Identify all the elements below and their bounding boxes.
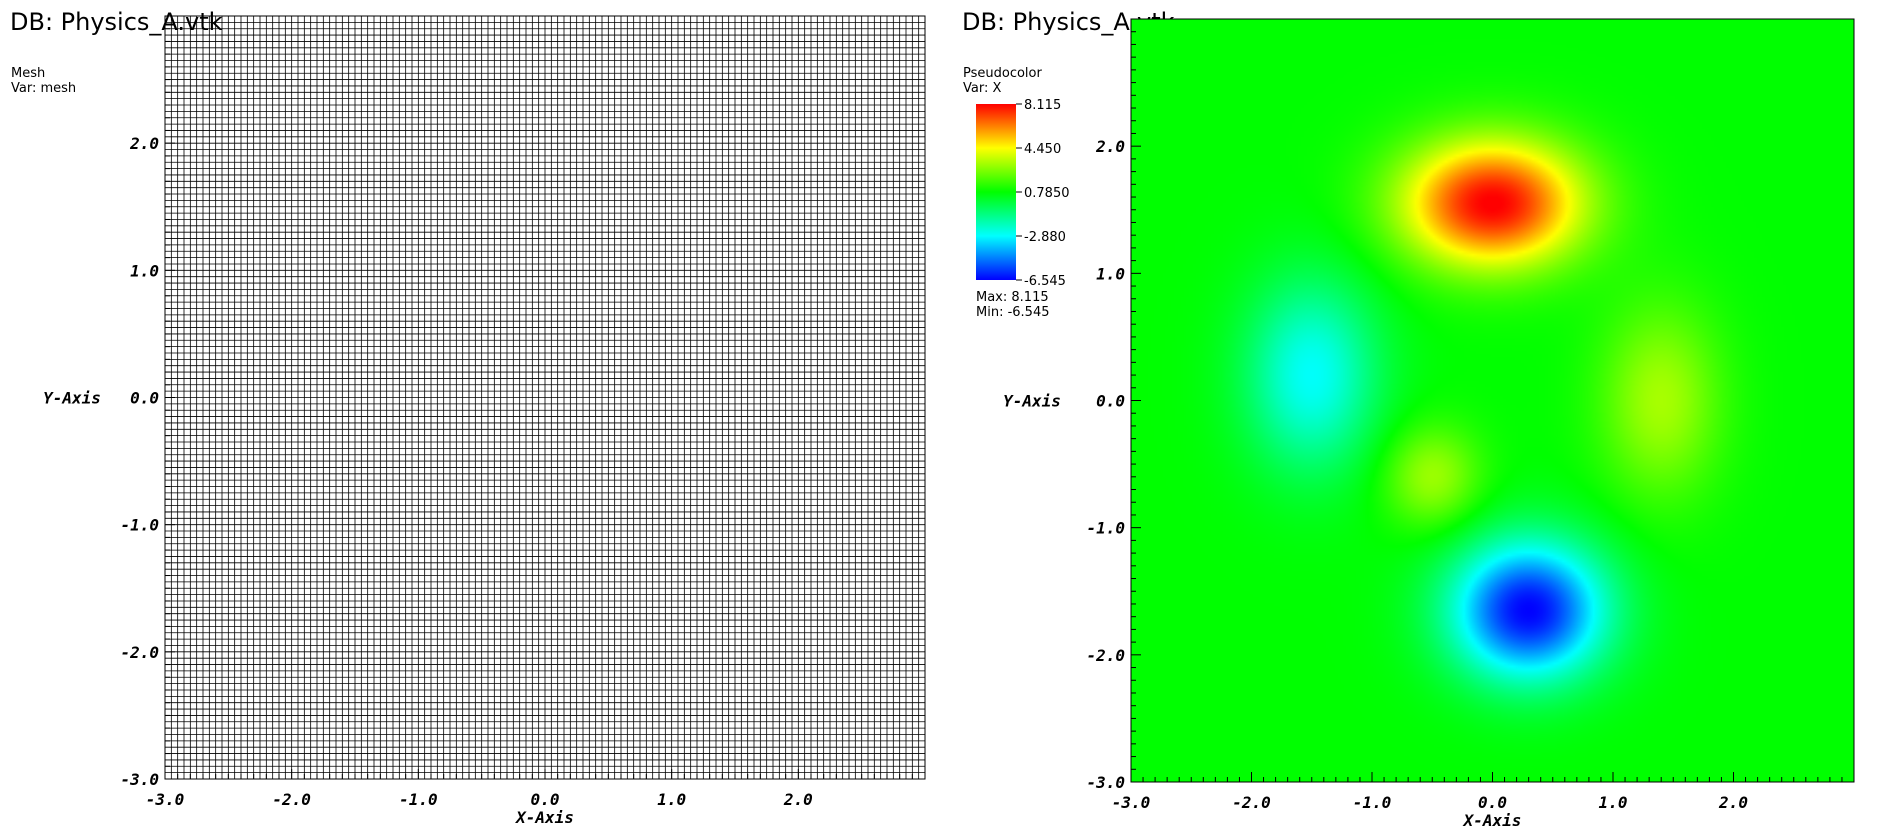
y-axis-label: Y-Axis [43, 389, 101, 408]
axis-ticks [1130, 18, 1855, 783]
y-tick-label: -3.0 [1086, 773, 1125, 792]
x-tick-label: -3.0 [146, 790, 185, 809]
pseudocolor-plot: -3.0 -2.0 -1.0 0.0 1.0 2.0 -3.0 -2.0 -1.0 0.0 1.0 2… [976, 18, 1855, 830]
variable-label: Var: X [963, 81, 1002, 96]
x-tick-label: -1.0 [1353, 793, 1392, 812]
y-tick-label: -1.0 [1086, 519, 1125, 538]
plot-info: Mesh Var: mesh [11, 66, 76, 96]
y-tick-label: 2.0 [1095, 137, 1125, 156]
legend-tick-label: 4.450 [1024, 142, 1061, 157]
x-tick-label: -3.0 [1112, 793, 1151, 812]
y-tick-label: -3.0 [120, 770, 159, 789]
x-tick-label: 0.0 [1478, 793, 1507, 812]
legend-tick-label: -6.545 [1024, 274, 1066, 289]
y-tick-label: 0.0 [1096, 392, 1125, 411]
y-tick-label: -2.0 [1086, 646, 1125, 665]
plot-type-label: Mesh [11, 66, 46, 81]
x-axis-label: X-Axis [514, 808, 574, 827]
y-tick-label: -2.0 [120, 643, 159, 662]
mesh-plot-panel: DB: Physics_A.vtk Mesh Var: mesh -3.0 -2.… [10, 8, 926, 827]
legend-ticks [1016, 103, 1022, 281]
legend-colorbar [976, 104, 1016, 280]
y-tick-label: 1.0 [1096, 264, 1125, 283]
legend-tick-label: 8.115 [1024, 98, 1061, 113]
y-axis-label: Y-Axis [1003, 392, 1061, 411]
min-value-label: Min: -6.545 [976, 305, 1050, 320]
x-tick-label: 2.0 [783, 790, 813, 809]
axis-ticks [164, 15, 926, 780]
x-tick-label: 0.0 [531, 790, 560, 809]
x-tick-label: 1.0 [657, 790, 686, 809]
legend-tick-label: 0.7850 [1024, 186, 1070, 201]
mesh-grid [164, 15, 926, 780]
x-tick-label: -2.0 [272, 790, 311, 809]
plot-type-label: Pseudocolor [963, 66, 1042, 81]
max-value-label: Max: 8.115 [976, 290, 1049, 305]
x-axis-label: X-Axis [1462, 811, 1522, 830]
variable-label: Var: mesh [11, 81, 77, 96]
x-tick-label: 2.0 [1718, 793, 1748, 812]
x-tick-label: -1.0 [399, 790, 438, 809]
y-tick-label: 1.0 [130, 261, 159, 280]
plot-info: Pseudocolor Var: X [963, 66, 1042, 96]
pseudocolor-field [1131, 19, 1854, 782]
x-tick-label: 1.0 [1599, 793, 1628, 812]
y-tick-label: 0.0 [130, 389, 159, 408]
mesh-plot: -3.0 -2.0 -1.0 0.0 1.0 2.0 -3.0 -2.0 -1.0 0.0 1.0 2… [43, 15, 926, 827]
x-tick-label: -2.0 [1232, 793, 1271, 812]
y-tick-label: -1.0 [120, 516, 159, 535]
pseudocolor-plot-panel: DB: Physics_A.vtk Pseudocolor Var: X -3.… [952, 0, 1904, 837]
y-tick-label: 2.0 [129, 134, 159, 153]
legend-tick-label: -2.880 [1024, 230, 1066, 245]
